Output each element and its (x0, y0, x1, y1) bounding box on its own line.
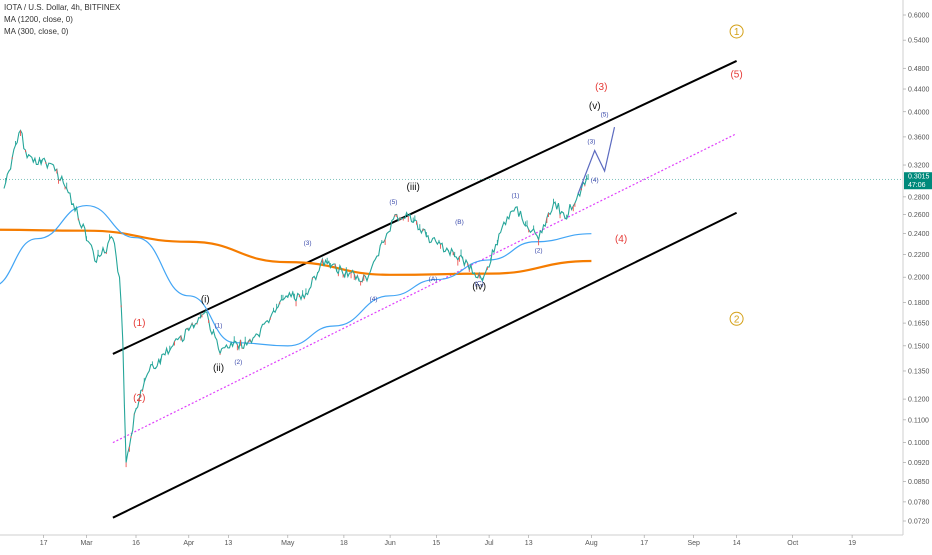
y-tick-label: 0.2000 (908, 275, 930, 282)
y-tick-label: 0.1500 (908, 343, 930, 350)
wave-label: (iv) (472, 281, 486, 292)
wave-label: (i) (201, 294, 210, 305)
legend: IOTA / U.S. Dollar, 4h, BITFINEX MA (120… (4, 2, 120, 38)
wave-label: 2 (734, 314, 740, 325)
ma-300-line (0, 204, 592, 347)
y-tick-label: 0.3600 (908, 134, 930, 141)
wave-label: (2) (133, 393, 145, 404)
wave-labels: 1 2 (1) (2) (3) (4) (5) (i) (ii) (iii) (iv) (v) (1) (… (133, 24, 744, 404)
x-tick-label: Mar (80, 540, 93, 547)
legend-title: IOTA / U.S. Dollar, 4h, BITFINEX (4, 3, 121, 12)
y-tick-label: 0.0780 (908, 499, 930, 506)
x-tick-label: Sep (687, 540, 700, 547)
y-tick-label: 0.2800 (908, 194, 930, 201)
x-tick-label: Jun (384, 540, 395, 547)
x-tick-label: 13 (525, 540, 533, 547)
x-tick-label: 17 (40, 540, 48, 547)
ma-1200-line (0, 228, 592, 276)
y-tick-label: 0.6000 (908, 13, 930, 20)
wave-label: 1 (734, 27, 740, 38)
y-tick-label: 0.4400 (908, 87, 930, 94)
wave-label: (5) (389, 199, 397, 206)
x-tick-label: 14 (733, 540, 741, 547)
y-tick-label: 0.1650 (908, 321, 930, 328)
y-tick-label: 0.1200 (908, 397, 930, 404)
wave-label: (2) (535, 247, 543, 254)
plot-area[interactable] (0, 60, 903, 519)
channel-line-lower (112, 211, 738, 519)
y-tick-label: 0.5400 (908, 38, 930, 45)
wave-label: (5) (730, 69, 742, 80)
price-wicks (5, 130, 589, 468)
wave-label: (B) (455, 219, 464, 226)
x-tick-label: 13 (225, 540, 233, 547)
y-tick-label: 0.2200 (908, 252, 930, 259)
channel-midline (112, 133, 737, 444)
legend-ma-1200: MA (1200, close, 0) (4, 15, 73, 24)
wave-label: (5) (601, 112, 609, 119)
wave-label: (3) (595, 82, 607, 93)
x-tick-label: May (281, 540, 295, 547)
y-tick-label: 0.4000 (908, 109, 930, 116)
y-tick-label: 0.0850 (908, 479, 930, 486)
x-tick-label: 19 (848, 540, 856, 547)
y-tick-label: 0.1100 (908, 417, 929, 424)
wave-label-circle (729, 311, 744, 326)
wave-label: (4) (370, 296, 378, 303)
wave-label: (1) (512, 193, 520, 200)
channel-line-upper (112, 60, 738, 355)
x-tick-label: 15 (432, 540, 440, 547)
y-tick-label: 0.0920 (908, 460, 930, 467)
y-tick-label: 0.1000 (908, 440, 930, 447)
wave-label: (A) (429, 276, 438, 283)
y-tick-label: 0.2400 (908, 231, 930, 238)
y-tick-label: 0.1800 (908, 300, 930, 307)
wave-label: (2) (234, 359, 242, 366)
x-tick-label: Aug (585, 540, 598, 547)
wave-label: (1) (215, 322, 223, 329)
x-tick-label: Jul (485, 540, 494, 547)
wave-label: (ii) (213, 363, 224, 374)
wave-label: (1) (133, 318, 145, 329)
wave-label: (3) (304, 240, 312, 247)
x-tick-label: 17 (640, 540, 648, 547)
price-line (3, 129, 589, 463)
y-tick-label: 0.4800 (908, 66, 930, 73)
projection-path (577, 127, 616, 194)
wave-label: (4) (591, 177, 599, 184)
y-tick-label: 0.1350 (908, 368, 930, 375)
wave-label: (4) (615, 234, 627, 245)
wave-label: (C) (475, 281, 484, 288)
last-price-value: 0.3015 (908, 174, 930, 181)
last-price-tag (904, 172, 932, 190)
x-tick-label: Oct (787, 540, 798, 547)
legend-ma-300: MA (300, close, 0) (4, 27, 69, 36)
x-tick-label: 18 (340, 540, 348, 547)
wave-label: (v) (589, 101, 601, 112)
countdown-value: 47:06 (908, 182, 926, 189)
y-tick-label: 0.0720 (908, 519, 930, 526)
wave-label: (iii) (407, 182, 420, 193)
y-tick-label: 0.3200 (908, 163, 930, 170)
x-tick-label: 16 (132, 540, 140, 547)
wave-label-circle (729, 24, 744, 39)
wave-label: (3) (587, 139, 595, 146)
x-tick-label: Apr (183, 540, 195, 547)
y-tick-label: 0.2600 (908, 212, 930, 219)
